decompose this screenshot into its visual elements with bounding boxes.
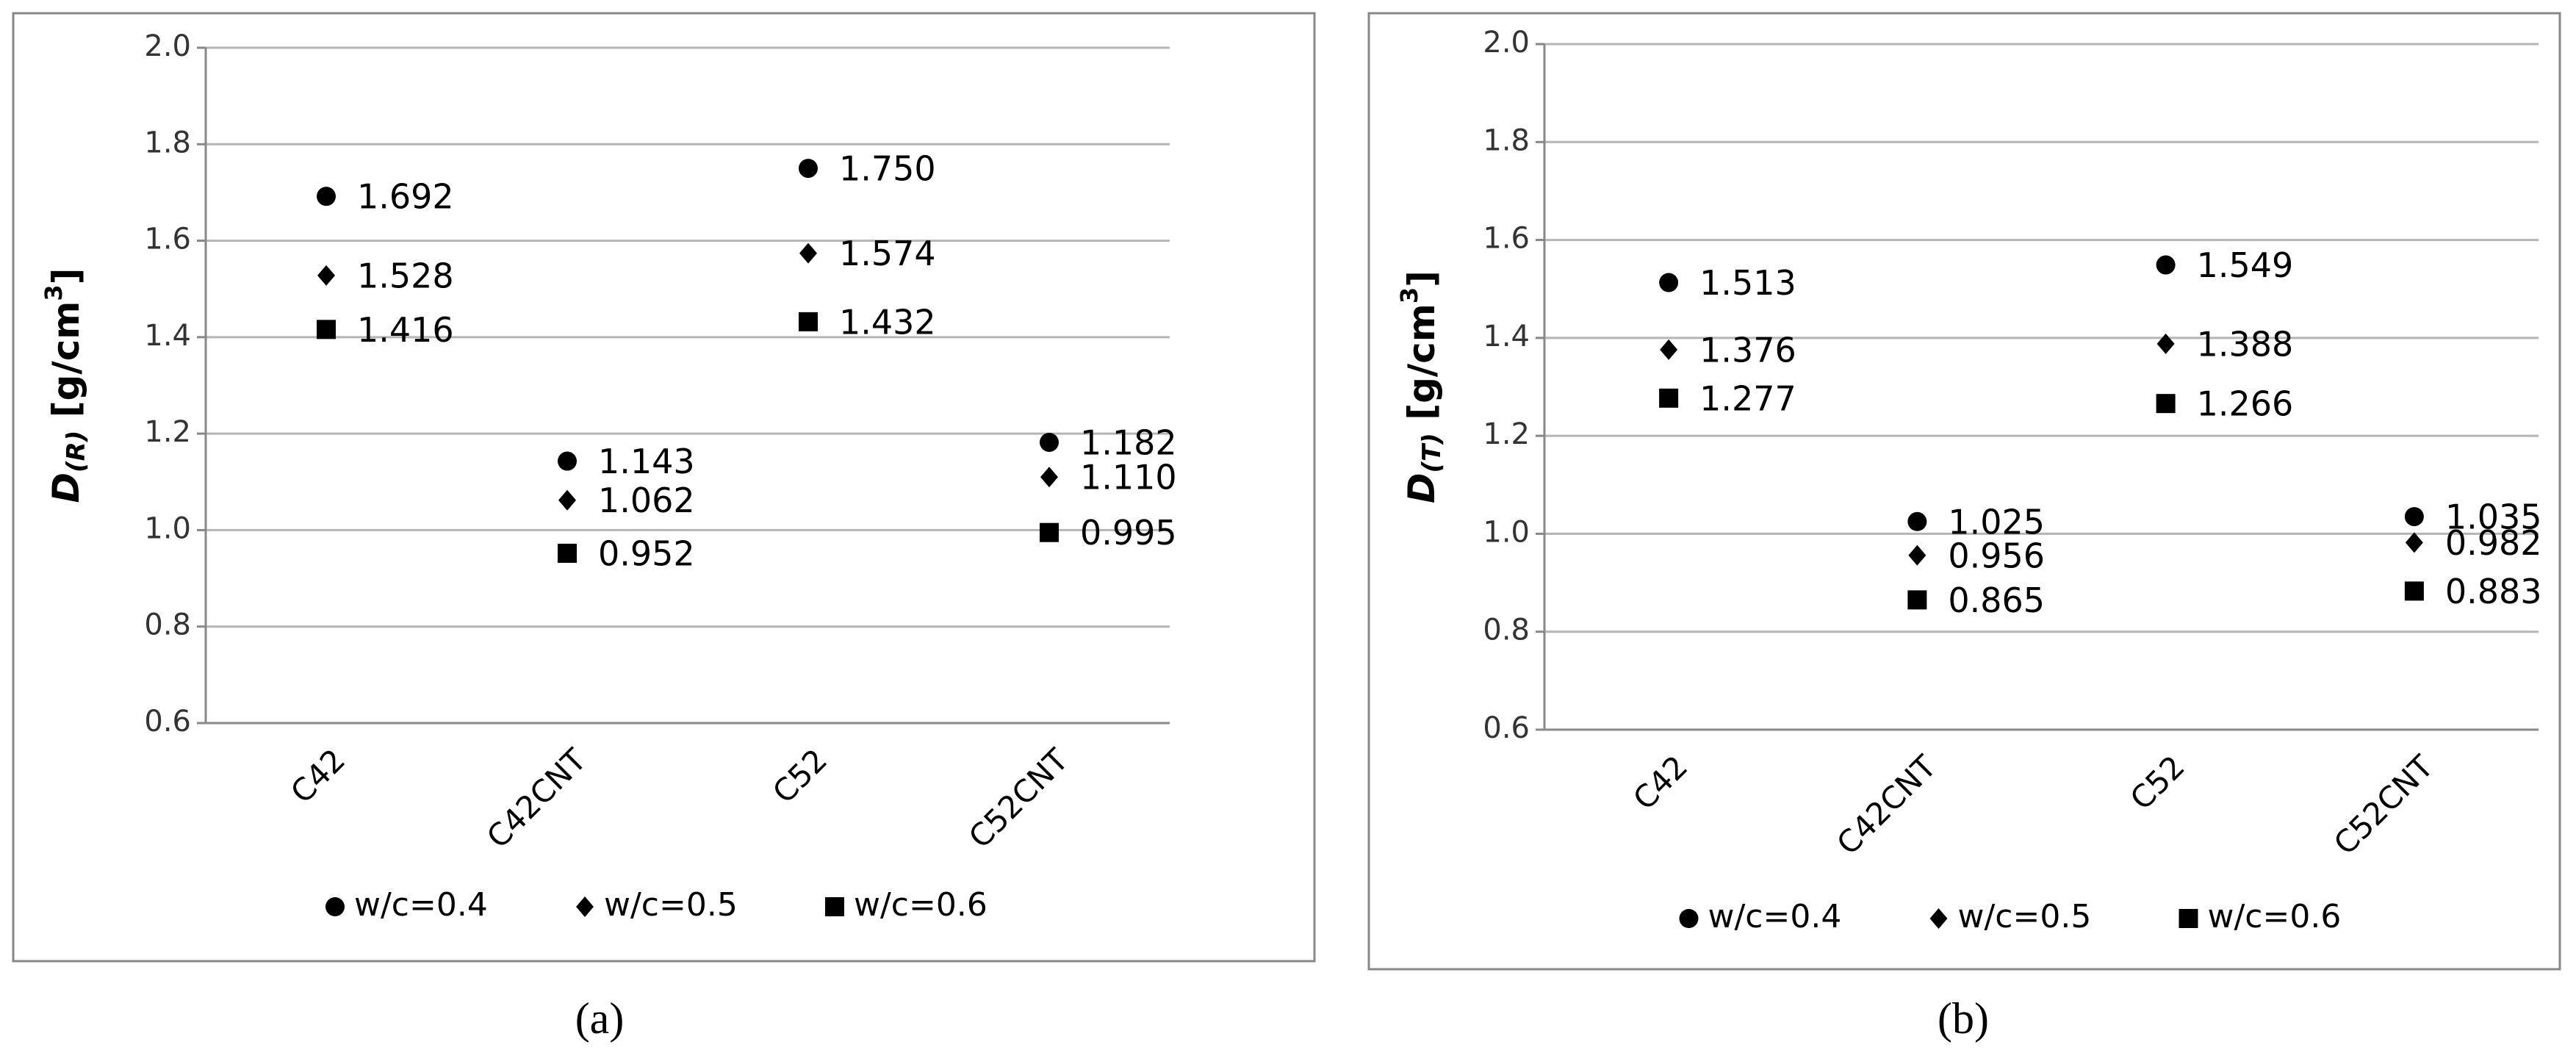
y-tick-label: 0.8	[144, 608, 191, 642]
marker-diamond	[558, 489, 576, 511]
legend-label: w/c=0.4	[354, 886, 488, 924]
chart-panel: 0.60.81.01.21.41.61.82.0D(T) [g/cm3]C42 C…	[1367, 12, 2561, 971]
marker-square	[1040, 522, 1059, 542]
data-label: 1.035	[2445, 497, 2542, 537]
marker-diamond	[1040, 467, 1058, 488]
data-label: 1.062	[598, 481, 695, 520]
marker-diamond	[1929, 908, 1948, 929]
y-tick-label: 0.8	[1483, 614, 1530, 647]
data-label: 1.549	[2197, 245, 2294, 285]
data-label: 0.956	[1948, 536, 2045, 575]
marker-circle	[1040, 432, 1059, 452]
data-label: 1.376	[1699, 330, 1796, 370]
data-label: 1.025	[1948, 502, 2045, 542]
data-label: 1.574	[839, 234, 936, 273]
marker-diamond	[1660, 339, 1678, 360]
marker-square	[1659, 388, 1679, 408]
marker-circle	[1907, 511, 1927, 531]
marker-circle	[1679, 909, 1699, 928]
marker-circle	[317, 187, 336, 206]
y-axis-label: D(T) [g/cm3]	[1395, 270, 1447, 503]
y-label-part: [g/cm	[1400, 303, 1443, 433]
y-tick-label: 1.6	[144, 223, 191, 256]
panel-label: (b)	[1938, 994, 1989, 1043]
panel-label: (a)	[575, 994, 625, 1043]
marker-square	[317, 320, 336, 339]
y-label-part: ]	[1400, 270, 1443, 287]
data-label: 1.750	[839, 149, 936, 189]
marker-square	[1907, 590, 1927, 610]
y-label-part: D	[1400, 472, 1443, 503]
chart-panel: 0.60.81.01.21.41.61.82.0D(R) [g/cm3]C42 C…	[12, 12, 1316, 963]
marker-diamond	[2405, 532, 2423, 553]
marker-square	[558, 543, 577, 563]
marker-circle	[2404, 507, 2424, 527]
y-tick-label: 0.6	[144, 705, 191, 738]
marker-square	[825, 897, 844, 916]
marker-circle	[558, 451, 577, 471]
y-axis-label: D(R) [g/cm3]	[40, 268, 91, 503]
marker-diamond	[317, 265, 335, 286]
y-tick-label: 0.6	[1483, 711, 1530, 745]
marker-circle	[325, 897, 345, 916]
marker-diamond	[2156, 333, 2175, 354]
data-label: 1.432	[839, 302, 936, 342]
data-label: 1.388	[2197, 324, 2294, 364]
data-label: 0.865	[1948, 580, 2045, 620]
y-tick-label: 1.8	[144, 126, 191, 159]
y-label-part: 3	[1395, 287, 1423, 303]
legend-label: w/c=0.5	[604, 886, 738, 924]
marker-circle	[2156, 255, 2176, 275]
data-label: 0.883	[2445, 572, 2542, 611]
y-tick-label: 1.6	[1483, 222, 1530, 256]
data-label: 0.982	[2445, 523, 2542, 563]
y-label-part: ]	[45, 268, 87, 285]
y-label-part: 3	[40, 284, 68, 301]
marker-square	[2179, 909, 2198, 928]
y-tick-label: 1.8	[1483, 123, 1530, 157]
marker-square	[799, 312, 818, 331]
data-label: 1.110	[1080, 458, 1177, 497]
marker-circle	[1659, 273, 1679, 292]
y-tick-label: 1.2	[144, 415, 191, 449]
marker-circle	[799, 159, 818, 179]
chart-frame	[12, 12, 1316, 963]
y-tick-label: 1.0	[1483, 515, 1530, 549]
y-tick-label: 2.0	[144, 29, 191, 63]
legend-label: w/c=0.4	[1708, 898, 1842, 935]
data-label: 1.513	[1699, 263, 1796, 303]
y-tick-label: 1.4	[144, 319, 191, 353]
data-label: 1.528	[357, 256, 454, 295]
y-label-part: [g/cm	[45, 301, 87, 431]
y-label-part: (R)	[62, 431, 91, 472]
data-label: 1.182	[1080, 423, 1177, 462]
y-tick-label: 1.2	[1483, 417, 1530, 451]
legend-label: w/c=0.6	[854, 886, 987, 924]
marker-square	[2404, 581, 2424, 601]
data-label: 1.143	[598, 442, 695, 481]
marker-diamond	[799, 242, 817, 264]
y-tick-label: 1.0	[144, 511, 191, 545]
marker-diamond	[576, 896, 594, 917]
y-label-part: (T)	[1417, 433, 1447, 472]
data-label: 0.952	[598, 533, 695, 573]
data-label: 1.277	[1699, 378, 1796, 418]
legend-label: w/c=0.5	[1958, 898, 2092, 935]
data-label: 1.416	[357, 310, 454, 350]
data-label: 0.995	[1080, 513, 1177, 553]
y-tick-label: 2.0	[1483, 26, 1530, 60]
y-label-part: D	[45, 472, 87, 503]
data-label: 1.692	[357, 177, 454, 217]
marker-diamond	[1908, 544, 1926, 566]
marker-square	[2156, 394, 2176, 414]
y-tick-label: 1.4	[1483, 320, 1530, 353]
chart-frame	[1367, 12, 2561, 971]
legend-label: w/c=0.6	[2208, 898, 2342, 935]
data-label: 1.266	[2197, 384, 2294, 424]
